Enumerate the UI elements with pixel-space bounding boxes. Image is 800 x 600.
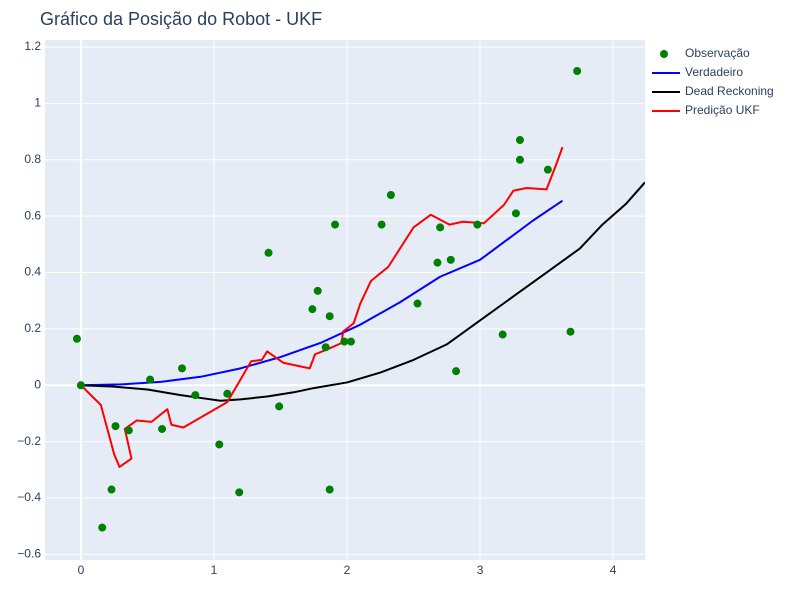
x-tick-label: 4 bbox=[610, 563, 617, 577]
observation-point bbox=[543, 165, 552, 174]
observation-point bbox=[111, 422, 120, 431]
legend-label: Dead Reckoning bbox=[685, 84, 774, 98]
observation-point bbox=[308, 305, 317, 314]
y-tick-label: −0.6 bbox=[17, 547, 41, 561]
observation-point bbox=[515, 136, 524, 145]
observation-point bbox=[178, 364, 187, 373]
y-tick-label: 1.2 bbox=[24, 39, 41, 53]
legend-item[interactable]: Predição UKF bbox=[652, 103, 760, 117]
series-line-predi-o-ukf bbox=[80, 146, 564, 468]
y-tick-label: 0.4 bbox=[24, 265, 41, 279]
legend-item[interactable]: Dead Reckoning bbox=[652, 84, 774, 98]
observation-point bbox=[158, 424, 167, 433]
y-tick-label: 0.2 bbox=[24, 321, 41, 335]
observation-point bbox=[235, 488, 244, 497]
observation-point bbox=[331, 220, 340, 229]
x-tick-label: 0 bbox=[78, 563, 85, 577]
legend-label: Observação bbox=[685, 46, 750, 60]
observation-point bbox=[76, 381, 85, 390]
observation-point bbox=[124, 426, 133, 435]
series-line-dead-reckoning bbox=[80, 181, 645, 402]
observation-point bbox=[321, 343, 330, 352]
observation-point bbox=[223, 389, 232, 398]
observation-point bbox=[275, 402, 284, 411]
y-tick-label: −0.4 bbox=[17, 490, 41, 504]
observation-point bbox=[340, 337, 349, 346]
observation-point bbox=[325, 312, 334, 321]
legend-item[interactable]: Observação bbox=[660, 46, 750, 60]
legend[interactable]: Observação Verdadeiro Dead Reckoning Prediç… bbox=[652, 46, 774, 117]
observation-point bbox=[473, 220, 482, 229]
y-tick-label: −0.2 bbox=[17, 434, 41, 448]
observation-point bbox=[146, 375, 155, 384]
plot-area bbox=[45, 40, 645, 560]
x-tick-label: 3 bbox=[477, 563, 484, 577]
y-tick-label: 0.6 bbox=[24, 208, 41, 222]
axis-labels: 0 1 2 3 4 −0.6 −0.4 −0.2 0 0.2 0.4 0.6 0.8 1 1.2 bbox=[17, 39, 616, 577]
observation-point bbox=[436, 223, 445, 232]
observation-point bbox=[515, 155, 524, 164]
observation-point bbox=[498, 330, 507, 339]
y-tick-label: 1 bbox=[34, 96, 41, 110]
data-layer bbox=[72, 67, 645, 532]
series-line-verdadeiro bbox=[80, 199, 564, 387]
y-tick-label: 0 bbox=[34, 377, 41, 391]
observation-point bbox=[446, 255, 455, 264]
observation-point bbox=[511, 209, 520, 218]
observation-point bbox=[386, 191, 395, 200]
legend-label: Verdadeiro bbox=[685, 65, 743, 79]
x-tick-label: 2 bbox=[344, 563, 351, 577]
observation-point bbox=[433, 258, 442, 267]
observation-point bbox=[313, 286, 322, 295]
observation-point bbox=[215, 440, 224, 449]
series-group bbox=[72, 67, 645, 532]
legend-marker-icon bbox=[660, 50, 668, 58]
chart-title: Gráfico da Posição do Robot - UKF bbox=[40, 9, 322, 29]
observation-point bbox=[566, 327, 575, 336]
legend-item[interactable]: Verdadeiro bbox=[652, 65, 743, 79]
observation-point bbox=[346, 337, 355, 346]
observation-point bbox=[264, 248, 273, 257]
observation-point bbox=[107, 485, 116, 494]
observation-point bbox=[325, 485, 334, 494]
observation-point bbox=[573, 67, 582, 76]
observation-point bbox=[413, 299, 422, 308]
x-tick-label: 1 bbox=[211, 563, 218, 577]
observation-point bbox=[452, 367, 461, 376]
observation-point bbox=[377, 220, 386, 229]
legend-label: Predição UKF bbox=[685, 103, 760, 117]
observation-point bbox=[191, 391, 200, 400]
observation-point bbox=[72, 334, 81, 343]
observation-point bbox=[98, 523, 107, 532]
y-tick-label: 0.8 bbox=[24, 152, 41, 166]
